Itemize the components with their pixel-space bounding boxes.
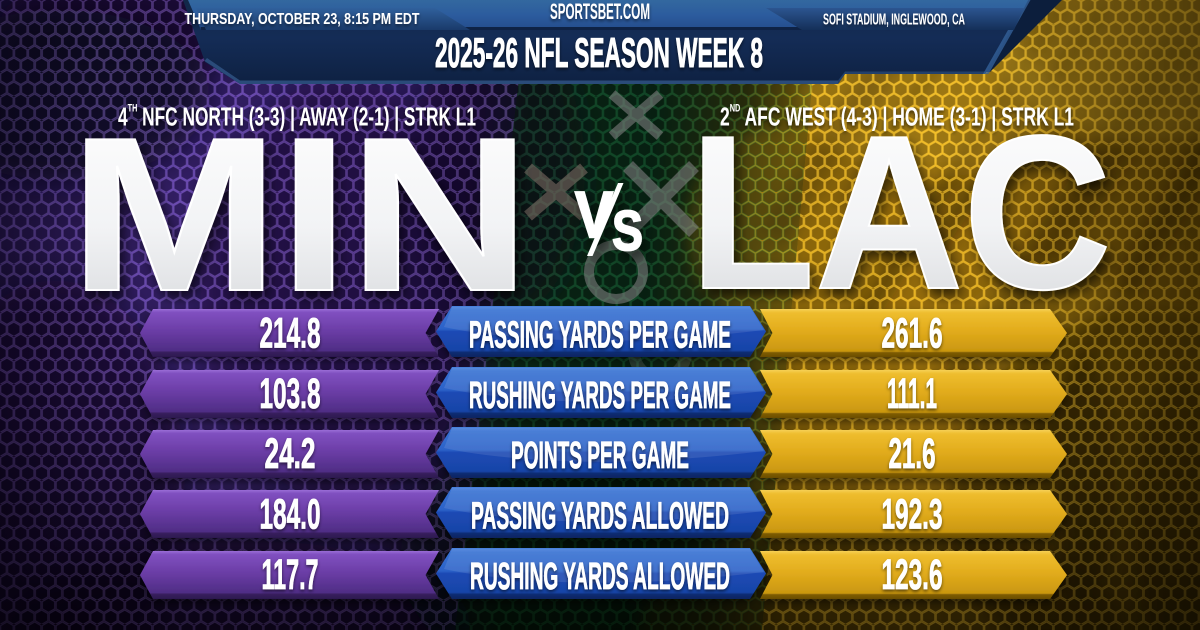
svg-text:123.6: 123.6 bbox=[882, 551, 943, 598]
svg-text:RUSHING YARDS ALLOWED: RUSHING YARDS ALLOWED bbox=[470, 556, 730, 598]
svg-text:103.8: 103.8 bbox=[260, 370, 321, 417]
svg-text:192.3: 192.3 bbox=[882, 491, 943, 538]
svg-text:SOFI STADIUM, INGLEWOOD, CA: SOFI STADIUM, INGLEWOOD, CA bbox=[823, 12, 965, 29]
svg-text:214.8: 214.8 bbox=[260, 310, 321, 357]
svg-text:117.7: 117.7 bbox=[262, 551, 319, 598]
svg-text:21.6: 21.6 bbox=[889, 430, 936, 477]
svg-text:THURSDAY, OCTOBER 23, 8:15 PM: THURSDAY, OCTOBER 23, 8:15 PM EDT bbox=[185, 11, 420, 28]
svg-text:PASSING YARDS ALLOWED: PASSING YARDS ALLOWED bbox=[471, 496, 729, 538]
svg-text:MIN: MIN bbox=[70, 93, 531, 337]
svg-text:261.6: 261.6 bbox=[882, 310, 943, 357]
svg-text:2ND AFC WEST (4-3) | HOME (3: 2ND AFC WEST (4-3) | HOME (3-1) | STRK L… bbox=[720, 101, 1074, 131]
svg-text:4TH NFC NORTH (3-3) | AWAY (: 4TH NFC NORTH (3-3) | AWAY (2-1) | STRK … bbox=[118, 101, 476, 131]
svg-text:PASSING YARDS PER GAME: PASSING YARDS PER GAME bbox=[469, 315, 731, 357]
svg-text:111.1: 111.1 bbox=[887, 370, 937, 417]
svg-text:S: S bbox=[612, 199, 643, 263]
svg-text:POINTS PER GAME: POINTS PER GAME bbox=[511, 435, 689, 477]
svg-text:SPORTSBET.COM: SPORTSBET.COM bbox=[550, 0, 650, 24]
svg-text:2025-26 NFL SEASON WEEK 8: 2025-26 NFL SEASON WEEK 8 bbox=[435, 29, 763, 76]
svg-text:184.0: 184.0 bbox=[260, 491, 321, 538]
svg-text:RUSHING YARDS PER GAME: RUSHING YARDS PER GAME bbox=[469, 375, 731, 417]
svg-text:24.2: 24.2 bbox=[265, 430, 316, 477]
svg-text:LAC: LAC bbox=[690, 91, 1112, 335]
